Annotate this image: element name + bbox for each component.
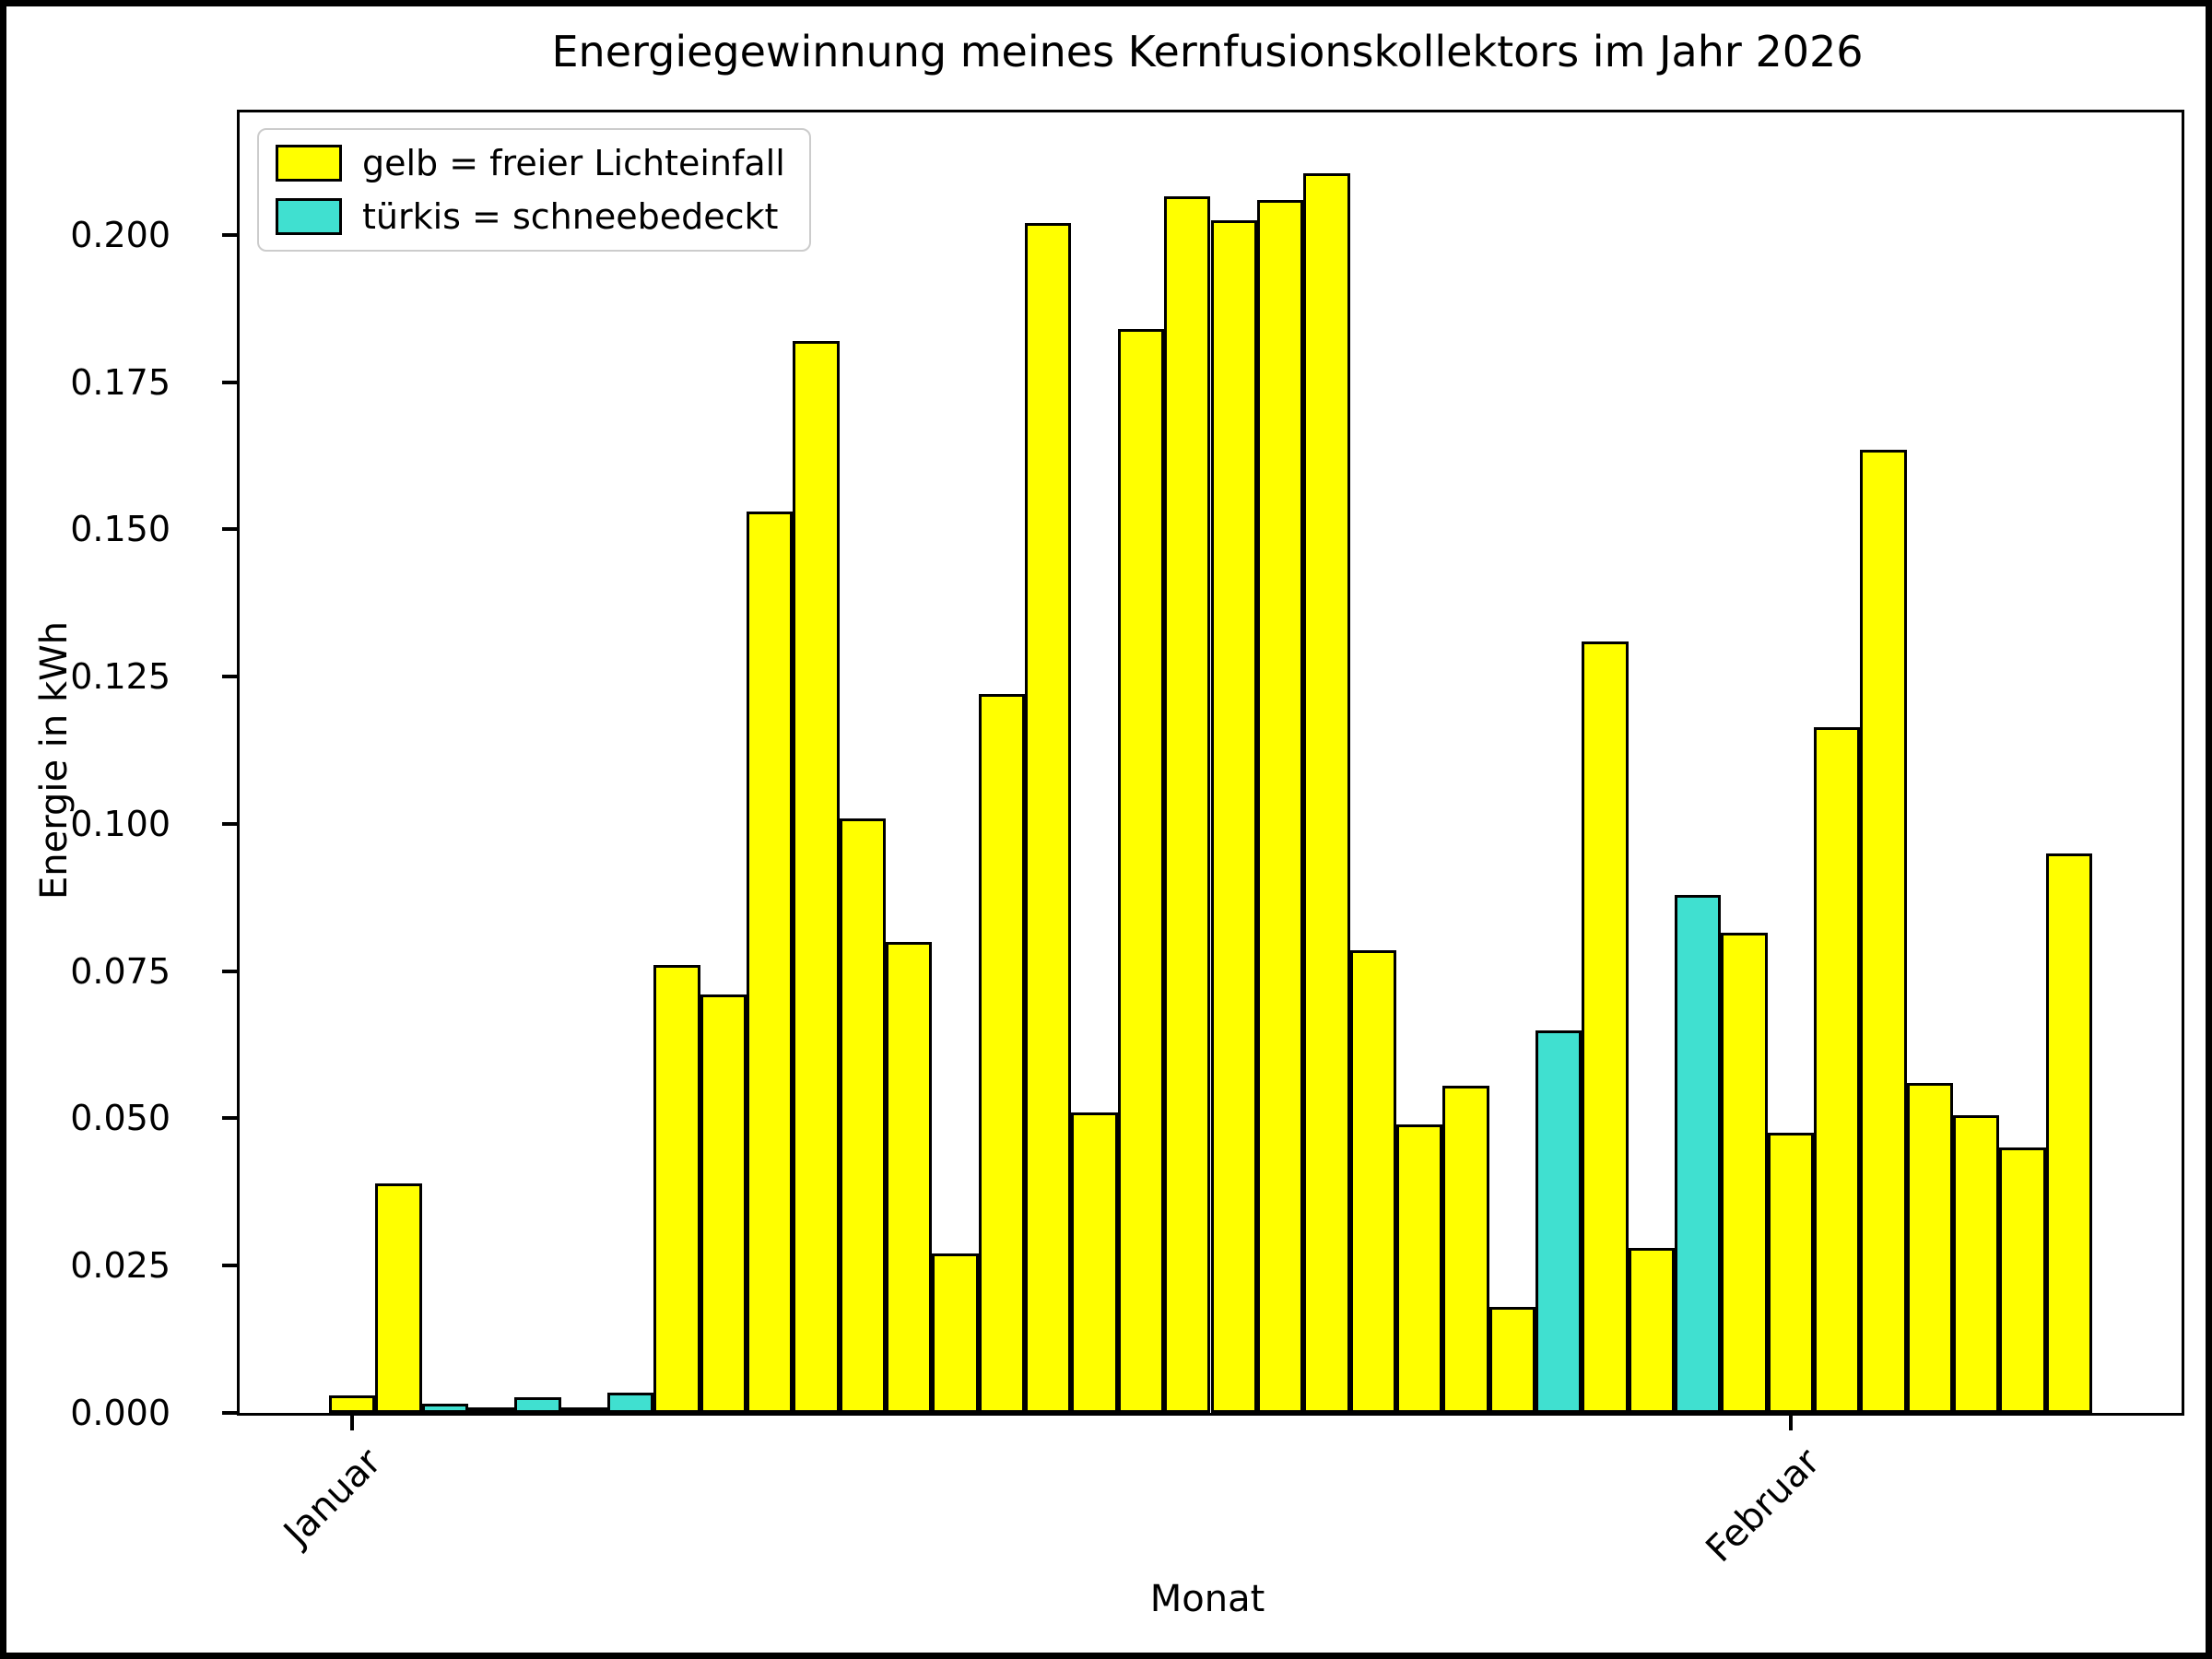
bar-jan-19 bbox=[1164, 196, 1211, 1413]
y-tick-label: 0.000 bbox=[70, 1393, 171, 1433]
y-tick-mark bbox=[222, 232, 237, 237]
x-tick-mark bbox=[350, 1416, 355, 1430]
bar-jan-23 bbox=[1349, 950, 1396, 1413]
bar-jan-18 bbox=[1117, 329, 1165, 1413]
bar-jan-17 bbox=[1071, 1112, 1118, 1413]
y-tick-label: 0.150 bbox=[70, 509, 171, 550]
bar-jan-8 bbox=[653, 965, 700, 1413]
y-tick-mark bbox=[222, 969, 237, 973]
bar-feb-6 bbox=[1999, 1147, 2046, 1413]
legend-label: türkis = schneebedeckt bbox=[362, 196, 779, 237]
bar-feb-7 bbox=[2045, 853, 2092, 1413]
legend-item-tuerkis: türkis = schneebedeckt bbox=[276, 196, 785, 237]
x-axis-label: Monat bbox=[1149, 1578, 1265, 1620]
bar-feb-3 bbox=[1860, 450, 1907, 1413]
bar-jan-26 bbox=[1488, 1306, 1535, 1413]
bar-jan-5 bbox=[514, 1396, 561, 1413]
bar-jan-9 bbox=[700, 994, 747, 1413]
bar-jan-4 bbox=[468, 1407, 515, 1413]
y-tick-label: 0.200 bbox=[70, 214, 171, 255]
bar-jan-25 bbox=[1442, 1086, 1489, 1413]
x-tick-mark bbox=[1788, 1416, 1793, 1430]
chart-title: Energiegewinnung meines Kernfusionskolle… bbox=[551, 27, 1864, 76]
legend: gelb = freier Lichteinfall türkis = schn… bbox=[257, 128, 811, 252]
y-tick-mark bbox=[222, 1264, 237, 1268]
bar-jan-24 bbox=[1395, 1124, 1443, 1413]
bar-feb-1 bbox=[1767, 1133, 1814, 1413]
legend-swatch-turquoise bbox=[276, 198, 342, 235]
legend-label: gelb = freier Lichteinfall bbox=[362, 143, 785, 183]
legend-swatch-yellow bbox=[276, 145, 342, 182]
bar-jan-30 bbox=[1674, 894, 1722, 1413]
bar-jan-2 bbox=[375, 1182, 422, 1413]
bar-feb-4 bbox=[1906, 1083, 1953, 1413]
y-tick-label: 0.075 bbox=[70, 950, 171, 992]
y-axis-label: Energie in kWh bbox=[33, 620, 76, 900]
bar-jan-13 bbox=[886, 941, 933, 1413]
y-tick-mark bbox=[222, 1411, 237, 1415]
bar-jan-10 bbox=[747, 512, 794, 1413]
bar-jan-1 bbox=[329, 1394, 376, 1413]
bar-jan-6 bbox=[560, 1406, 608, 1413]
bar-jan-21 bbox=[1256, 199, 1304, 1413]
bar-jan-27 bbox=[1535, 1030, 1583, 1413]
y-tick-label: 0.175 bbox=[70, 361, 171, 403]
y-tick-mark bbox=[222, 821, 237, 826]
bar-feb-2 bbox=[1813, 726, 1861, 1413]
y-tick-mark bbox=[222, 380, 237, 384]
y-tick-label: 0.025 bbox=[70, 1245, 171, 1287]
y-tick-mark bbox=[222, 527, 237, 532]
bar-jan-20 bbox=[1210, 219, 1257, 1413]
plot-area: 0.000 0.025 0.050 0.075 0.100 0.125 0.150 0.175… bbox=[70, 110, 2184, 1571]
y-tick-label: 0.100 bbox=[70, 803, 171, 844]
bar-jan-29 bbox=[1628, 1248, 1675, 1413]
bar-jan-15 bbox=[978, 694, 1026, 1413]
legend-item-gelb: gelb = freier Lichteinfall bbox=[276, 143, 785, 183]
bar-jan-3 bbox=[421, 1404, 468, 1413]
x-tick-label-februar: Februar bbox=[1698, 1441, 1829, 1571]
bar-jan-22 bbox=[1303, 172, 1350, 1413]
bar-jan-16 bbox=[1025, 223, 1072, 1413]
bar-jan-12 bbox=[839, 818, 887, 1413]
bar-jan-7 bbox=[607, 1392, 654, 1413]
bar-jan-14 bbox=[932, 1253, 979, 1413]
bar-jan-11 bbox=[793, 340, 840, 1413]
y-tick-label: 0.125 bbox=[70, 656, 171, 698]
y-tick-mark bbox=[222, 675, 237, 679]
bar-jan-28 bbox=[1582, 641, 1629, 1413]
bar-jan-31 bbox=[1721, 933, 1768, 1413]
y-tick-mark bbox=[222, 1116, 237, 1121]
x-tick-label-januar: Januar bbox=[276, 1441, 390, 1555]
y-tick-label: 0.050 bbox=[70, 1098, 171, 1139]
bar-feb-5 bbox=[1952, 1115, 2000, 1413]
